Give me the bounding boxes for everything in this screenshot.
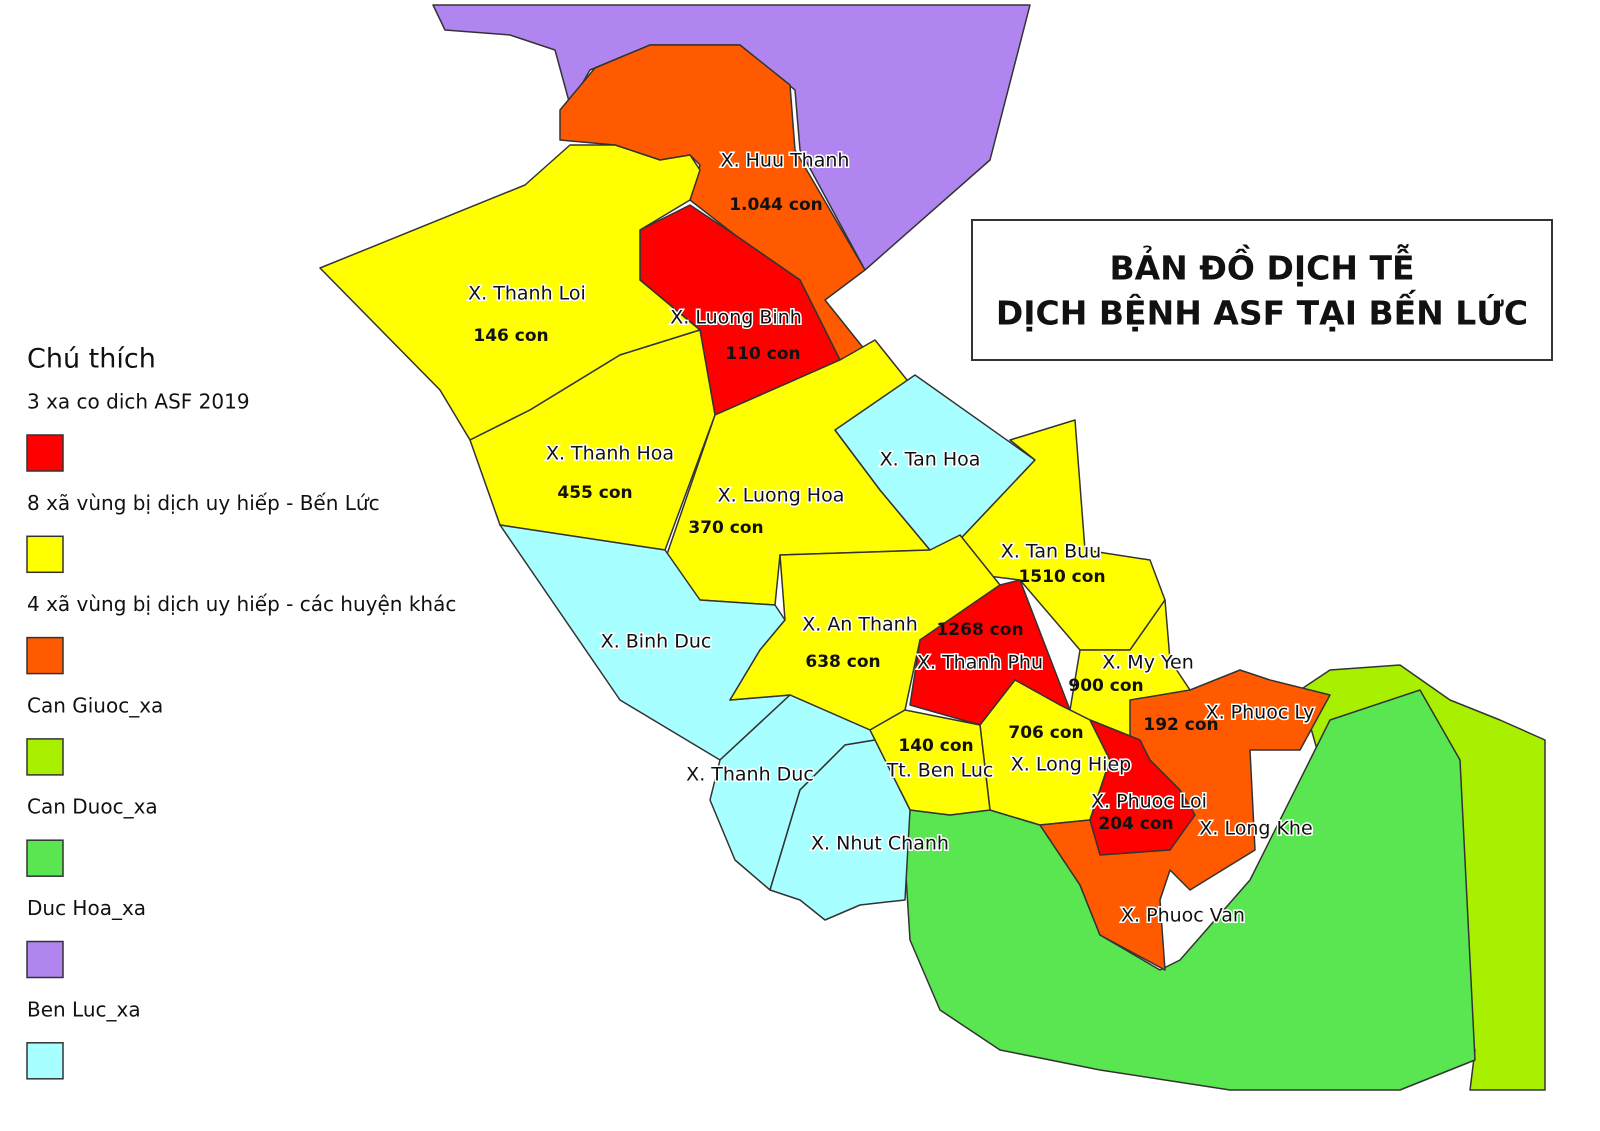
legend-label: Ben Luc_xa — [27, 997, 141, 1021]
region-name: X. Tan Buu — [1001, 541, 1101, 563]
legend-heading: Chú thích — [27, 344, 156, 375]
region-shape — [769, 739, 911, 921]
title-box: BẢN ĐỒ DỊCH TỄ DỊCH BỆNH ASF TẠI BẾN LỨC — [971, 219, 1553, 361]
region-name: X. Long Khe — [1199, 818, 1312, 840]
region-count: 455 con — [557, 483, 632, 503]
region-name: X. Thanh Phu — [917, 652, 1043, 674]
legend-swatch — [26, 1042, 64, 1080]
region-name: X. An Thanh — [802, 614, 918, 636]
region-name: X. Phuoc Loi — [1091, 791, 1207, 813]
legend-label: Can Giuoc_xa — [27, 693, 163, 717]
region-count: 900 con — [1068, 676, 1143, 696]
legend-label: Can Duoc_xa — [27, 795, 158, 819]
region-name: X. Luong Hoa — [718, 485, 845, 507]
region-count: 1268 con — [936, 620, 1023, 640]
map-regions — [319, 4, 1546, 1091]
legend-swatch — [26, 940, 64, 979]
map-title: DỊCH BỆNH ASF TẠI BẾN LỨC — [996, 289, 1528, 333]
region-count: 140 con — [898, 736, 973, 756]
region-name: X. My Yen — [1102, 652, 1194, 674]
legend-swatch — [26, 738, 64, 776]
region-name: X. Binh Duc — [601, 631, 712, 653]
legend-label: 8 xã vùng bị dịch uy hiếp - Bến Lức — [27, 491, 380, 515]
region-shape — [1089, 719, 1196, 856]
legend-swatch — [26, 839, 64, 877]
legend: Chú thích 3 xa co dich ASF 2019 8 xã vùng… — [26, 344, 456, 1080]
region-name: X. Phuoc Van — [1121, 905, 1245, 927]
region-name: X. Thanh Duc — [686, 764, 814, 786]
region-name: X. Phuoc Ly — [1206, 702, 1315, 724]
region-count: 204 con — [1098, 814, 1173, 834]
legend-label: Duc Hoa_xa — [27, 896, 146, 920]
region-count: 146 con — [473, 326, 548, 346]
region-name: X. Tan Hoa — [880, 449, 981, 471]
region-name: Tt. Ben Luc — [886, 760, 994, 782]
region-name: X. Nhut Chanh — [811, 833, 949, 855]
region-count: 370 con — [688, 518, 763, 538]
legend-swatch — [26, 636, 64, 675]
title-frame — [971, 219, 1553, 361]
region-name: X. Thanh Loi — [468, 283, 586, 305]
legend-swatch — [26, 535, 64, 574]
legend-label: 4 xã vùng bị dịch uy hiếp - các huyện kh… — [27, 592, 456, 616]
region-count: 638 con — [805, 652, 880, 672]
region-count: 192 con — [1143, 715, 1218, 735]
region-count: 1.044 con — [729, 195, 823, 215]
legend-label: 3 xa co dich ASF 2019 — [27, 390, 250, 414]
region-count: 706 con — [1008, 723, 1083, 743]
region-name: X. Thanh Hoa — [546, 443, 674, 465]
region-count: 1510 con — [1018, 567, 1105, 587]
map-title: BẢN ĐỒ DỊCH TỄ — [1109, 244, 1414, 288]
region-name: X. Long Hiep — [1011, 754, 1131, 776]
region-name: X. Huu Thanh — [721, 150, 850, 172]
legend-swatch — [26, 434, 64, 472]
region-count: 110 con — [725, 344, 800, 364]
region-labels: X. Huu Thanh 1.044 con X. Thanh Loi 146 … — [467, 148, 1316, 928]
region-name: X. Luong Binh — [670, 307, 802, 329]
